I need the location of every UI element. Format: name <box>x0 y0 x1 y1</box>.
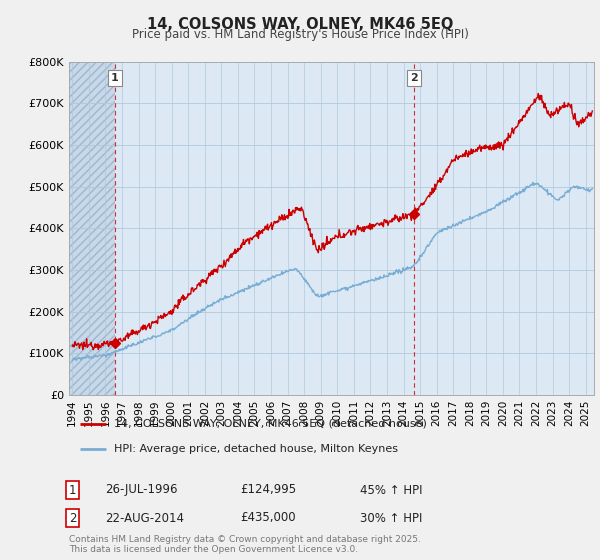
Bar <box>69 62 115 395</box>
Text: 26-JUL-1996: 26-JUL-1996 <box>105 483 178 497</box>
Text: Price paid vs. HM Land Registry's House Price Index (HPI): Price paid vs. HM Land Registry's House … <box>131 28 469 41</box>
Text: 1: 1 <box>111 73 119 83</box>
Text: £435,000: £435,000 <box>240 511 296 525</box>
Text: HPI: Average price, detached house, Milton Keynes: HPI: Average price, detached house, Milt… <box>113 444 398 454</box>
Text: 14, COLSONS WAY, OLNEY, MK46 5EQ (detached house): 14, COLSONS WAY, OLNEY, MK46 5EQ (detach… <box>113 419 427 429</box>
Text: 2: 2 <box>69 511 77 525</box>
Text: £124,995: £124,995 <box>240 483 296 497</box>
Text: 14, COLSONS WAY, OLNEY, MK46 5EQ: 14, COLSONS WAY, OLNEY, MK46 5EQ <box>147 17 453 32</box>
Text: 22-AUG-2014: 22-AUG-2014 <box>105 511 184 525</box>
Text: 2: 2 <box>410 73 418 83</box>
Text: Contains HM Land Registry data © Crown copyright and database right 2025.
This d: Contains HM Land Registry data © Crown c… <box>69 535 421 554</box>
Text: 1: 1 <box>69 483 77 497</box>
Text: 45% ↑ HPI: 45% ↑ HPI <box>360 483 422 497</box>
Text: 30% ↑ HPI: 30% ↑ HPI <box>360 511 422 525</box>
